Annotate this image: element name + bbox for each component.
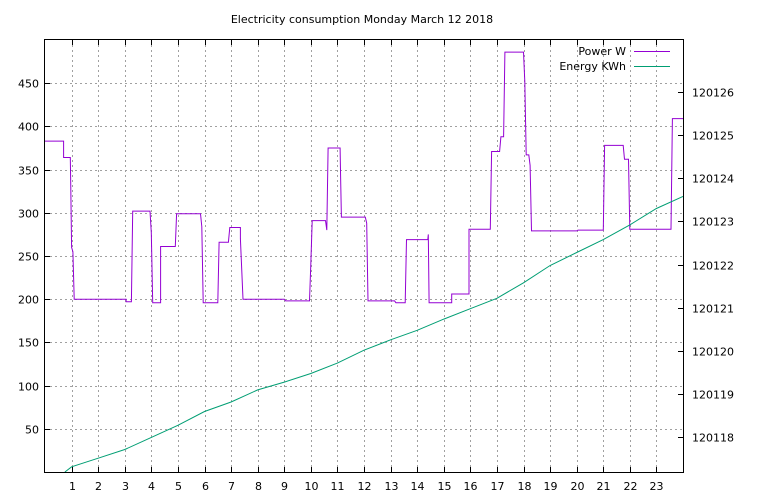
y-right-tick-label: 120122 xyxy=(692,260,734,273)
energy-series-line xyxy=(64,195,684,473)
y-left-tick-label: 200 xyxy=(18,294,39,307)
y-right-tick-label: 120119 xyxy=(692,389,734,402)
y-right-tick-label: 120123 xyxy=(692,216,734,229)
x-tick-label: 9 xyxy=(281,480,288,493)
axis-ticks: 1 2 3 4 5 6 7 8 9 10 11 12 13 14 15 16 17 18 19 20 21 22 23501… xyxy=(18,40,734,493)
y-right-tick-label: 120124 xyxy=(692,173,734,186)
x-tick-label: 15 xyxy=(438,480,452,493)
x-tick-label: 19 xyxy=(544,480,558,493)
y-right-tick-label: 120126 xyxy=(692,87,734,100)
legend-label-energy: Energy KWh xyxy=(559,60,626,73)
y-right-tick-label: 120120 xyxy=(692,346,734,359)
y-left-tick-label: 450 xyxy=(18,78,39,91)
x-tick-label: 3 xyxy=(122,480,129,493)
y-left-tick-label: 400 xyxy=(18,121,39,134)
y-right-tick-label: 120118 xyxy=(692,432,734,445)
x-tick-label: 20 xyxy=(571,480,585,493)
power-series-line xyxy=(45,51,683,304)
x-tick-label: 4 xyxy=(148,480,155,493)
x-tick-label: 23 xyxy=(650,480,664,493)
y-left-tick-label: 250 xyxy=(18,251,39,264)
y-right-tick-label: 120121 xyxy=(692,303,734,316)
x-tick-label: 22 xyxy=(624,480,638,493)
legend: Power W Energy KWh xyxy=(559,45,670,73)
x-tick-label: 2 xyxy=(95,480,102,493)
y-left-tick-label: 150 xyxy=(18,337,39,350)
chart-title: Electricity consumption Monday March 12 … xyxy=(231,13,493,26)
x-tick-label: 6 xyxy=(202,480,209,493)
x-tick-label: 10 xyxy=(305,480,319,493)
x-tick-label: 16 xyxy=(464,480,478,493)
legend-label-power: Power W xyxy=(578,45,626,58)
plot-frame xyxy=(44,39,684,473)
y-left-tick-label: 350 xyxy=(18,165,39,178)
y-left-tick-label: 300 xyxy=(18,208,39,221)
x-tick-label: 17 xyxy=(491,480,505,493)
y-right-tick-label: 120125 xyxy=(692,130,734,143)
x-tick-label: 18 xyxy=(518,480,532,493)
x-tick-label: 1 xyxy=(69,480,76,493)
x-tick-label: 12 xyxy=(358,480,372,493)
x-tick-label: 8 xyxy=(255,480,262,493)
grid xyxy=(45,40,683,472)
x-tick-label: 11 xyxy=(331,480,345,493)
y-left-tick-label: 50 xyxy=(25,424,39,437)
x-tick-label: 21 xyxy=(597,480,611,493)
series-layer xyxy=(45,51,684,473)
x-tick-label: 7 xyxy=(228,480,235,493)
x-tick-label: 5 xyxy=(175,480,182,493)
x-tick-label: 13 xyxy=(385,480,399,493)
y-left-tick-label: 100 xyxy=(18,381,39,394)
x-tick-label: 14 xyxy=(411,480,425,493)
